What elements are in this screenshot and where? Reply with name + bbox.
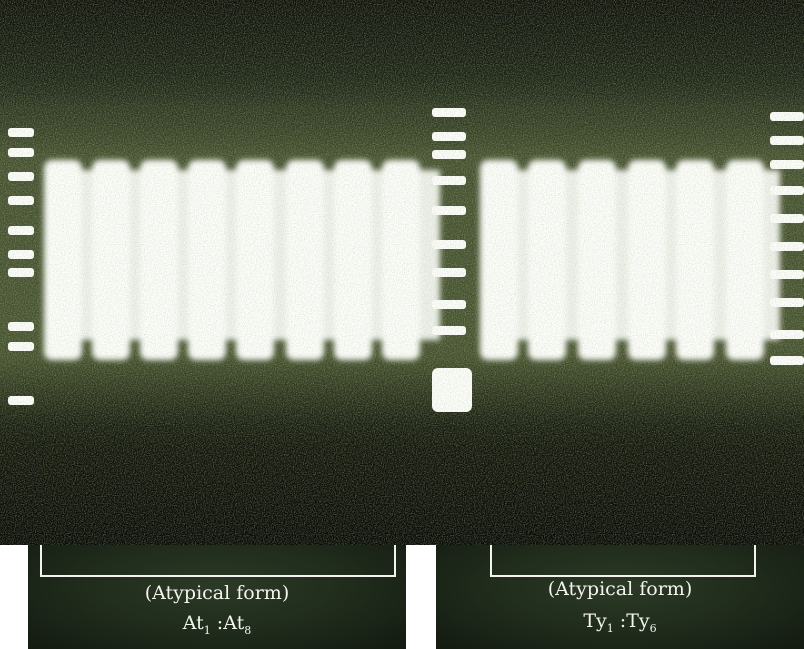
label-panel-left	[28, 545, 406, 649]
lane-to-sub: 6	[649, 621, 657, 635]
lane-from-sub: 1	[203, 623, 211, 637]
panel-gap	[406, 545, 436, 649]
lane-from-sub: 1	[606, 621, 614, 635]
lane-range-left: At1 :At8	[28, 612, 406, 637]
lane-sep: :	[613, 610, 627, 632]
grain-overlay	[0, 0, 804, 545]
lane-from: At	[182, 612, 204, 634]
bracket-right	[490, 545, 756, 577]
lane-to: Ty	[626, 610, 650, 632]
lane-range-right: Ty1 :Ty6	[436, 610, 804, 635]
caption-left: (Atypical form)	[144, 582, 290, 604]
gel-image	[0, 0, 804, 545]
bracket-left	[40, 545, 396, 577]
lane-to: At	[223, 612, 245, 634]
margin-strip	[0, 545, 28, 649]
lane-to-sub: 8	[244, 623, 252, 637]
lane-sep: :	[210, 612, 224, 634]
caption-right: (Atypical form)	[547, 578, 693, 600]
label-panel-right	[436, 545, 804, 649]
lane-from: Ty	[583, 610, 607, 632]
